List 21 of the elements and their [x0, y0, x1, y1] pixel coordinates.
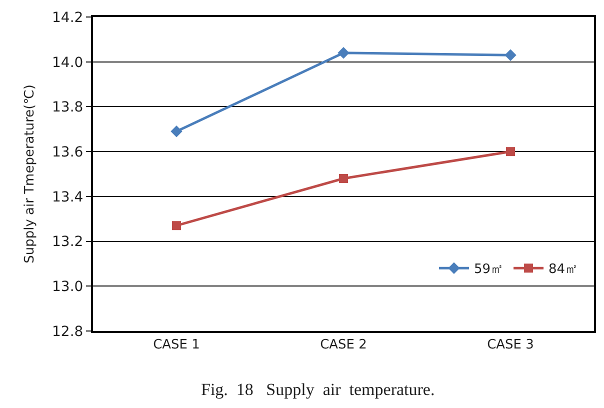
point [504, 49, 516, 61]
point [170, 126, 182, 138]
point [172, 221, 181, 230]
y-tick-label: 14.0 [52, 54, 84, 71]
legend-label: 59㎡ [474, 262, 504, 278]
y-tick-label: 13.6 [52, 144, 84, 160]
y-tick-label: 13.2 [52, 234, 84, 250]
y-tick-label: 12.8 [52, 324, 84, 340]
legend-label: 84㎡ [548, 262, 578, 278]
x-tick-label: CASE 2 [320, 338, 367, 353]
caption: Fig. 18 Supply air temperature. [201, 380, 435, 399]
y-axis-title: Supply air Tmeperature(℃) [22, 84, 38, 264]
y-tick-label: 14.2 [52, 10, 84, 26]
point [338, 47, 350, 59]
y-tick-label: 13.8 [52, 100, 84, 116]
y-tick-label: 13.4 [52, 189, 84, 206]
x-tick-label: CASE 1 [153, 338, 200, 353]
point [339, 174, 348, 183]
point [506, 147, 515, 156]
x-tick-label: CASE 3 [487, 338, 534, 353]
y-tick-label: 13.0 [52, 279, 84, 296]
